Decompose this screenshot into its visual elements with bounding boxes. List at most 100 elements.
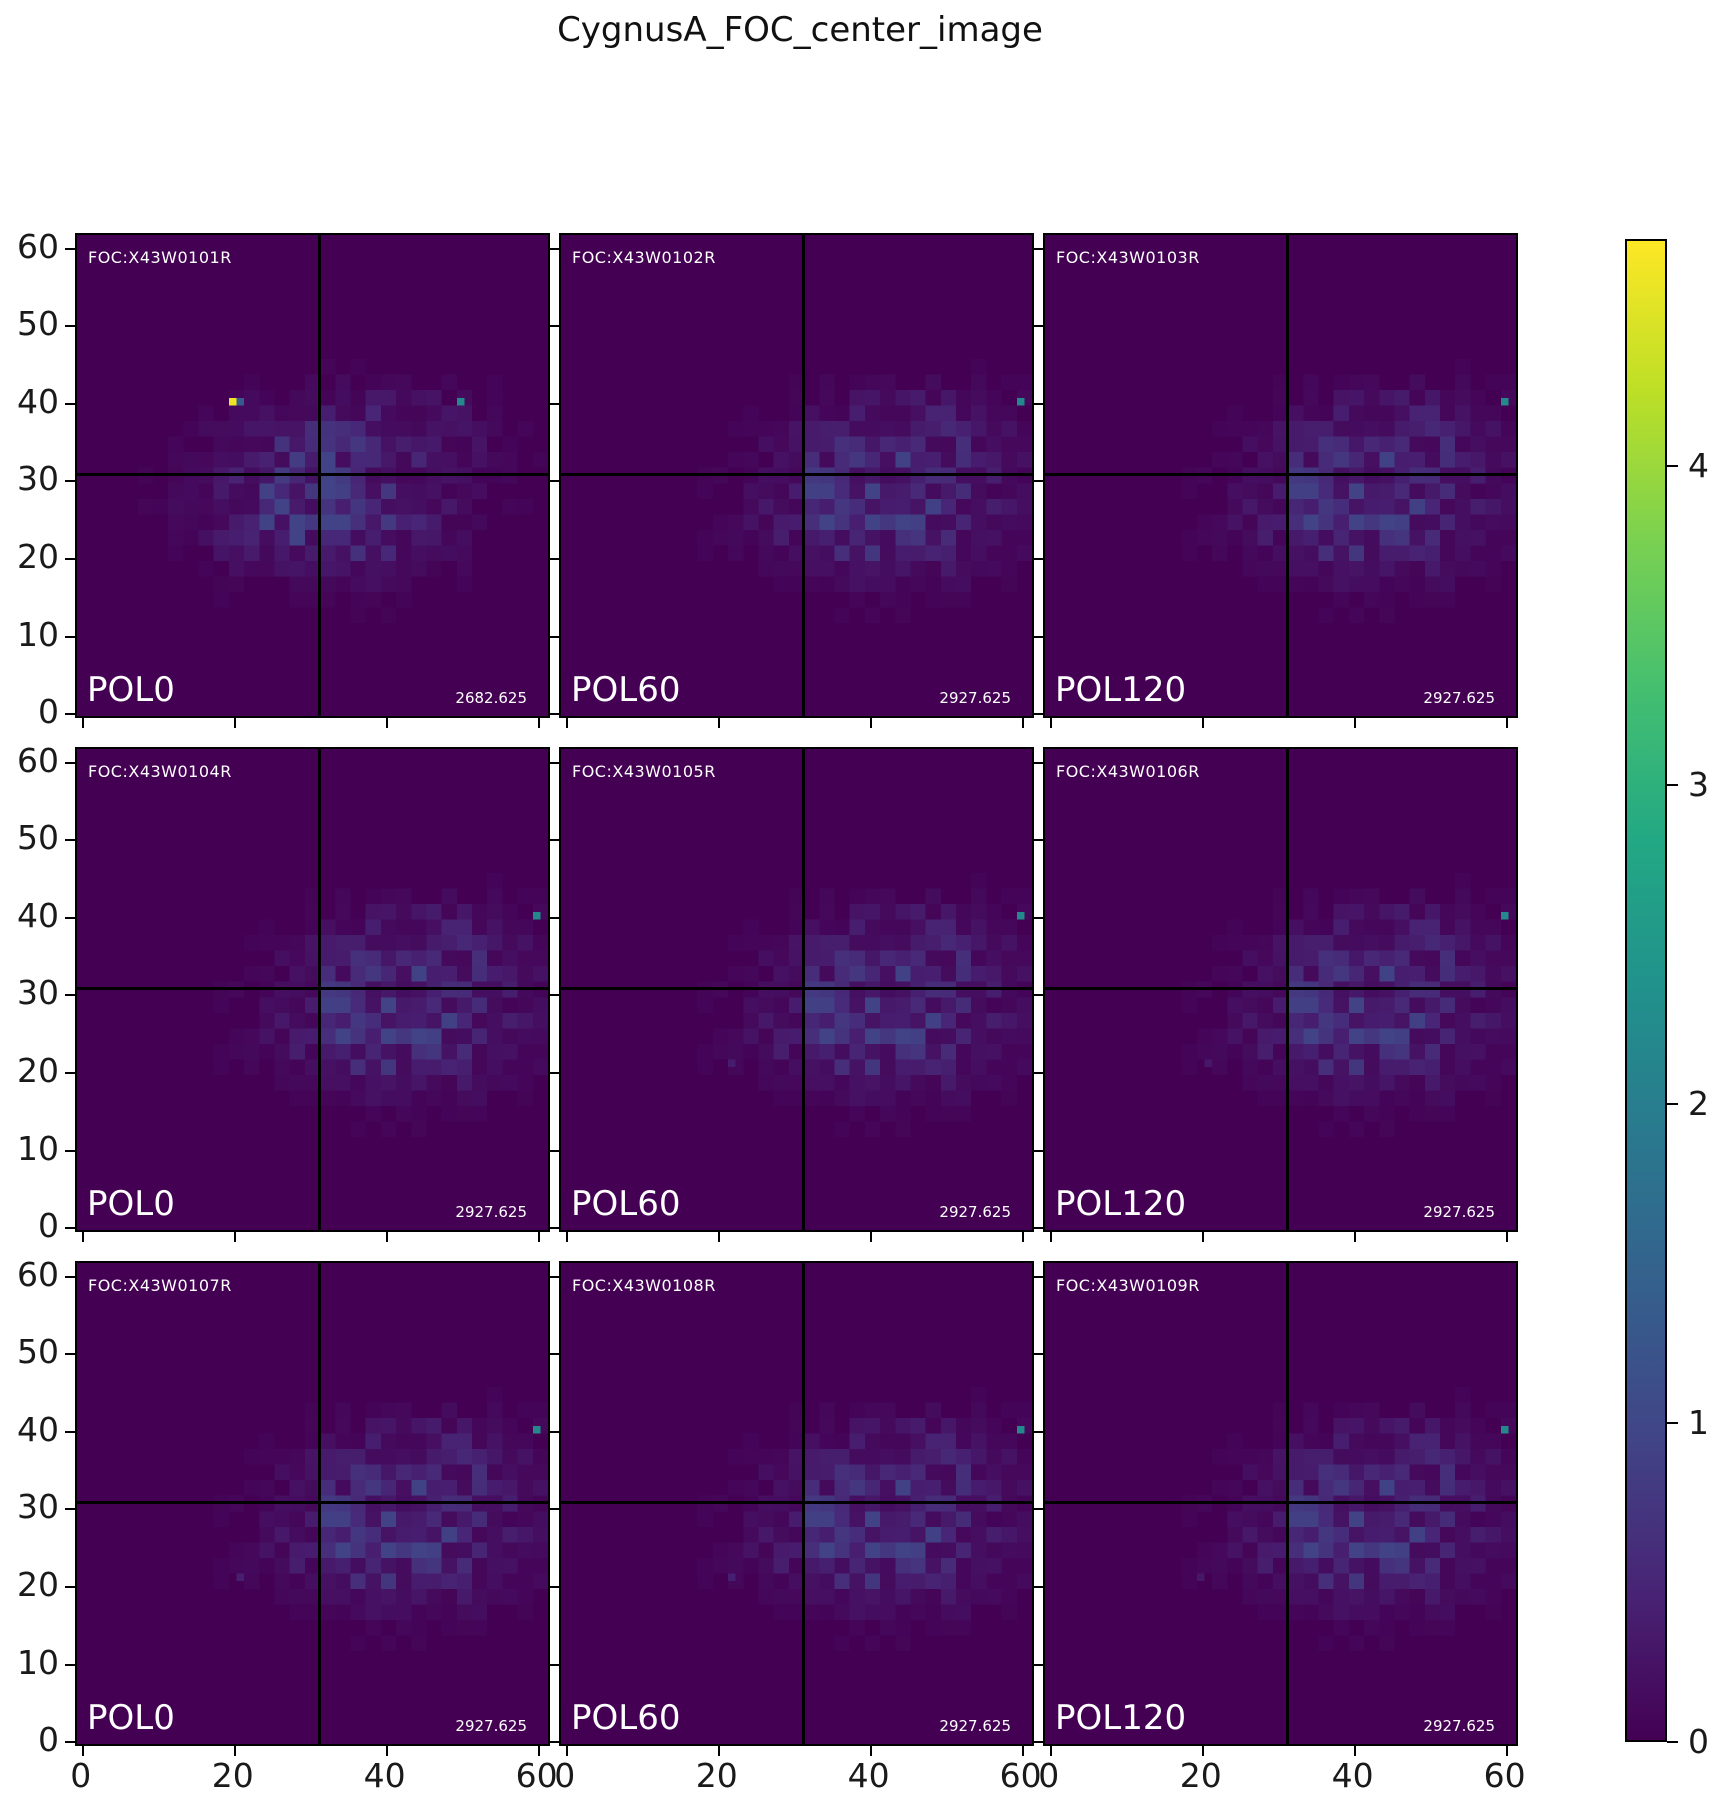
- exposure-value: 2927.625: [939, 1717, 1011, 1735]
- y-tick-mark: [65, 1227, 75, 1230]
- y-tick-mark: [65, 558, 75, 560]
- pol-label: POL120: [1055, 1184, 1187, 1224]
- y-tick-mark: [65, 1275, 75, 1278]
- y-tick-mark: [1033, 635, 1043, 638]
- x-tick-mark: [1353, 1232, 1356, 1242]
- crosshair-hline: [1045, 1500, 1516, 1504]
- exposure-value: 2927.625: [1423, 689, 1495, 707]
- pol-label: POL0: [87, 670, 175, 710]
- y-tick-label: 10: [17, 1128, 59, 1168]
- colorbar-tick-label: 1: [1688, 1402, 1709, 1442]
- y-tick-mark: [549, 839, 559, 842]
- x-tick-mark: [233, 1746, 236, 1756]
- y-tick-mark: [549, 635, 559, 638]
- x-tick-mark: [81, 718, 84, 728]
- y-tick-label: 30: [17, 1487, 59, 1527]
- y-tick-mark: [65, 635, 75, 638]
- x-tick-mark: [1505, 718, 1508, 728]
- y-tick-label: 0: [38, 692, 59, 732]
- pol-label: POL0: [87, 1184, 175, 1224]
- y-tick-mark: [1033, 247, 1043, 250]
- crosshair-hline: [561, 986, 1032, 990]
- x-tick-mark: [1049, 1746, 1052, 1756]
- x-tick-mark: [717, 1232, 720, 1242]
- colorbar-tick-mark: [1667, 1741, 1678, 1743]
- x-tick-mark: [233, 1232, 236, 1242]
- y-tick-mark: [549, 558, 559, 560]
- x-tick-mark: [1201, 1232, 1204, 1242]
- y-tick-mark: [1033, 1663, 1043, 1666]
- x-tick-label: 0: [554, 1756, 576, 1795]
- y-tick-mark: [65, 1586, 75, 1588]
- foc-id-label: FOC:X43W0107R: [88, 1276, 232, 1295]
- y-tick-label: 40: [17, 895, 59, 935]
- x-tick-label: 20: [695, 1756, 738, 1795]
- y-tick-mark: [65, 1663, 75, 1666]
- exposure-value: 2682.625: [455, 689, 527, 707]
- x-tick-mark: [565, 1232, 568, 1242]
- crosshair-hline: [77, 1500, 548, 1504]
- colorbar-gradient: [1627, 241, 1665, 1740]
- y-tick-mark: [1033, 1275, 1043, 1278]
- heatmap-panel: FOC:X43W0108R POL60 2927.625: [549, 1261, 1034, 1756]
- x-tick-mark: [1021, 1746, 1024, 1756]
- y-tick-mark: [1033, 325, 1043, 328]
- y-tick-mark: [1033, 839, 1043, 842]
- y-tick-mark: [549, 1353, 559, 1356]
- x-tick-label: 20: [1179, 1756, 1222, 1795]
- x-tick-mark: [1049, 1232, 1052, 1242]
- y-tick-mark: [65, 1430, 75, 1433]
- exposure-value: 2927.625: [1423, 1717, 1495, 1735]
- x-tick-label: 60: [999, 1756, 1042, 1795]
- y-tick-label: 60: [17, 1254, 59, 1294]
- y-tick-label: 10: [17, 1642, 59, 1682]
- x-tick-mark: [385, 1232, 388, 1242]
- y-tick-mark: [65, 325, 75, 328]
- x-tick-label: 20: [211, 1756, 254, 1795]
- exposure-value: 2927.625: [1423, 1203, 1495, 1221]
- y-tick-mark: [549, 325, 559, 328]
- x-tick-mark: [385, 1746, 388, 1756]
- y-tick-mark: [549, 916, 559, 919]
- x-tick-mark: [565, 718, 568, 728]
- crosshair-hline: [77, 472, 548, 476]
- y-tick-mark: [65, 839, 75, 842]
- y-tick-mark: [65, 1149, 75, 1152]
- foc-id-label: FOC:X43W0103R: [1056, 248, 1200, 267]
- y-tick-label: 50: [17, 304, 59, 344]
- y-tick-mark: [549, 1227, 559, 1230]
- x-tick-label: 40: [1331, 1756, 1374, 1795]
- x-tick-label: 0: [70, 1756, 92, 1795]
- y-tick-mark: [1033, 1586, 1043, 1588]
- y-tick-mark: [1033, 1430, 1043, 1433]
- x-tick-mark: [717, 1746, 720, 1756]
- y-tick-label: 0: [38, 1720, 59, 1760]
- heatmap-panel: FOC:X43W0107R POL0 2927.625: [65, 1261, 550, 1756]
- y-tick-mark: [549, 713, 559, 716]
- colorbar-tick-mark: [1667, 1102, 1678, 1105]
- y-tick-mark: [1033, 1508, 1043, 1511]
- y-tick-label: 10: [17, 614, 59, 654]
- foc-id-label: FOC:X43W0102R: [572, 248, 716, 267]
- y-tick-mark: [549, 994, 559, 997]
- x-tick-mark: [81, 1746, 84, 1756]
- y-tick-mark: [549, 402, 559, 405]
- y-tick-mark: [1033, 994, 1043, 997]
- x-tick-mark: [1353, 718, 1356, 728]
- y-tick-mark: [1033, 1072, 1043, 1074]
- y-tick-mark: [549, 1149, 559, 1152]
- heatmap-panel: FOC:X43W0106R POL120 2927.625: [1033, 747, 1518, 1242]
- x-tick-mark: [537, 1746, 540, 1756]
- y-tick-mark: [1033, 1149, 1043, 1152]
- y-tick-mark: [65, 247, 75, 250]
- y-tick-mark: [65, 1741, 75, 1744]
- x-tick-mark: [1201, 718, 1204, 728]
- y-tick-label: 60: [17, 226, 59, 266]
- heatmap-panel: FOC:X43W0104R POL0 2927.625: [65, 747, 550, 1242]
- exposure-value: 2927.625: [455, 1203, 527, 1221]
- y-tick-mark: [65, 402, 75, 405]
- y-tick-mark: [549, 1741, 559, 1744]
- x-tick-mark: [1049, 718, 1052, 728]
- y-tick-mark: [65, 994, 75, 997]
- exposure-value: 2927.625: [455, 1717, 527, 1735]
